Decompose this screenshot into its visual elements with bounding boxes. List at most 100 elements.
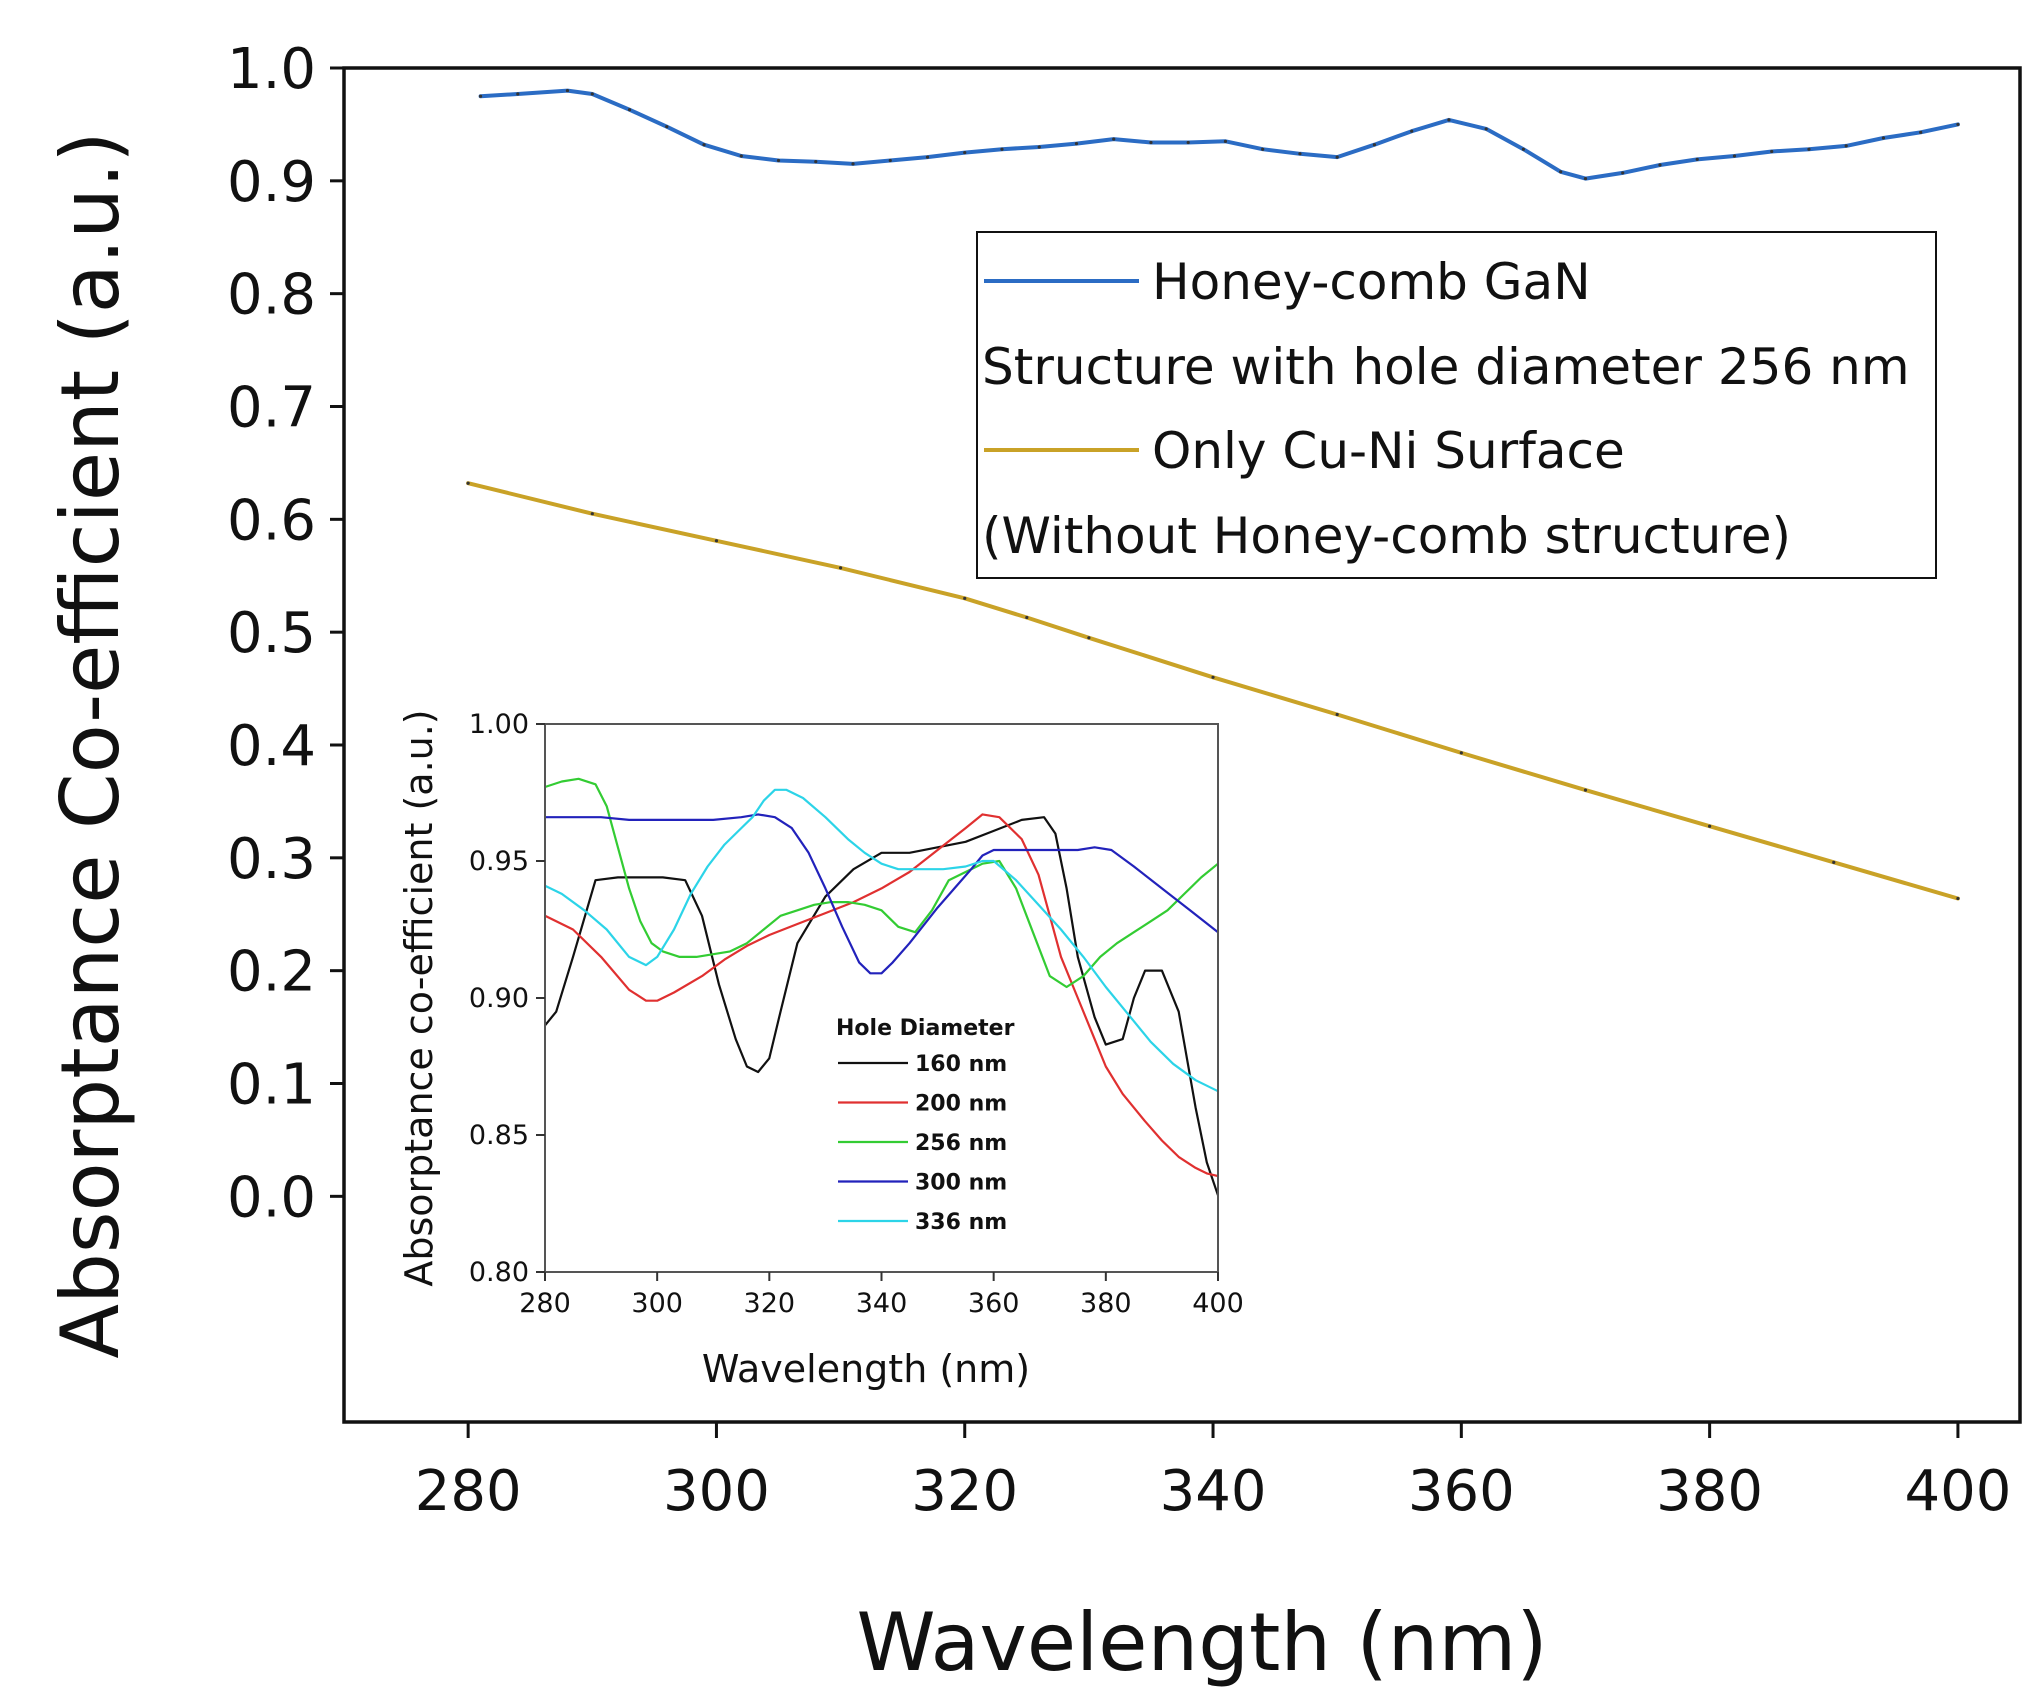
main-series-0-point-2 [565,88,570,93]
main-series-1-point-8 [1335,712,1339,717]
main-x-tick-label-1: 300 [663,1459,770,1524]
inset-chart: 0.80 0.85 0.90 0.95 1.00 280 300 320 340 360 380 4… [397,709,1244,1391]
main-legend: Honey-comb GaN Structure with hole diame… [976,231,1937,579]
legend-label-cu-ni-line2: (Without Honey-comb structure) [982,507,1791,565]
main-series-0-point-14 [1000,147,1004,151]
inset-y-axis-title: Absorptance co-efficient (a.u.) [397,709,441,1286]
main-x-axis-title: Wavelength (nm) [856,1596,1547,1689]
main-y-tick-label-9: 0.9 [227,150,316,215]
inset-legend-label-160-nm: 160 nm [915,1052,1007,1077]
main-series-group [466,88,1960,901]
main-series-0-point-17 [1112,137,1116,141]
main-series-0-point-4 [627,108,632,112]
inset-y-tick-label-0: 0.80 [469,1257,529,1288]
main-y-tick-label-4: 0.4 [227,714,316,779]
main-x-tick-label-6: 400 [1904,1459,2011,1524]
main-series-1-point-1 [590,512,594,516]
inset-legend-label-336-nm: 336 nm [915,1210,1007,1235]
inset-x-axis-title: Wavelength (nm) [702,1347,1030,1391]
main-series-1-point-3 [838,566,843,570]
main-series-1-point-0 [466,481,470,485]
inset-x-tick-label-1: 300 [631,1288,683,1319]
inset-series-line-160-nm [544,816,1220,1196]
inset-y-tick-label-1: 0.85 [469,1120,529,1151]
main-series-line-1 [466,481,1960,901]
main-x-tick-label-3: 340 [1160,1459,1267,1524]
main-series-1-point-10 [1583,788,1588,792]
main-series-0-point-31 [1621,171,1625,175]
main-series-0-point-35 [1770,149,1774,154]
inset-y-axis: 0.80 0.85 0.90 0.95 1.00 [469,709,545,1288]
inset-x-tick-label-5: 380 [1080,1288,1132,1319]
inset-x-tick-label-2: 320 [744,1288,796,1319]
main-series-1-point-7 [1211,675,1215,679]
main-series-1-point-5 [1025,615,1029,620]
inset-x-tick-label-6: 400 [1192,1288,1244,1319]
inset-legend: Hole Diameter 160 nm 200 nm 256 nm 300 nm 33… [836,1016,1015,1235]
main-series-0-point-32 [1658,163,1662,167]
inset-legend-label-200-nm: 200 nm [915,1092,1007,1117]
main-y-axis: 0.0 0.1 0.2 0.3 0.4 0.5 0.6 0.7 0.8 0.9 1.0 [227,37,344,1230]
legend-label-honeycomb: Honey-comb GaN [1152,253,1591,311]
inset-series-line-336-nm [544,788,1219,1093]
main-series-1-point-4 [963,596,967,600]
inset-y-tick-label-3: 0.95 [469,846,529,877]
main-y-tick-label-5: 0.5 [227,601,316,666]
inset-plot-background [545,724,1218,1272]
inset-series-line-300-nm [545,813,1219,975]
main-series-0-point-40 [1956,122,1960,127]
legend-label-cu-ni: Only Cu-Ni Surface [1152,422,1625,480]
main-series-1-point-12 [1832,860,1836,864]
inset-x-axis: 280 300 320 340 360 380 400 [519,1272,1244,1319]
inset-y-tick-label-4: 1.00 [469,709,529,740]
main-series-0-point-10 [851,162,855,166]
main-series-0-point-9 [814,160,818,164]
main-series-0-point-13 [963,151,967,155]
main-series-0-point-29 [1559,170,1563,174]
inset-legend-title: Hole Diameter [836,1016,1015,1041]
main-series-0-point-22 [1298,152,1302,156]
main-series-0-point-38 [1881,136,1886,140]
inset-x-tick-label-3: 340 [856,1288,908,1319]
main-series-0-point-16 [1074,141,1079,146]
inset-legend-label-300-nm: 300 nm [915,1171,1007,1196]
main-series-0-point-3 [590,92,594,96]
inset-x-tick-label-4: 360 [968,1288,1020,1319]
main-y-tick-label-8: 0.8 [227,263,316,328]
inset-x-tick-label-0: 280 [519,1288,571,1319]
main-series-1-point-13 [1956,896,1960,901]
main-series-0-point-18 [1149,140,1153,145]
main-y-tick-label-0: 0.0 [227,1165,316,1230]
inset-series-line-256-nm [544,777,1219,989]
main-series-0-point-33 [1695,157,1699,161]
main-y-tick-label-2: 0.2 [227,940,316,1005]
main-series-0-point-25 [1410,129,1414,133]
main-series-0-point-12 [925,155,930,159]
main-y-tick-label-10: 1.0 [227,37,316,102]
main-series-0-point-7 [739,154,743,158]
main-series-1-point-6 [1087,636,1091,640]
main-series-0-point-36 [1807,147,1811,151]
main-y-tick-label-6: 0.6 [227,488,316,553]
main-series-0-point-34 [1732,154,1737,158]
main-y-tick-label-1: 0.1 [227,1053,316,1118]
main-y-tick-label-3: 0.3 [227,827,316,892]
main-legend-box [976,231,1937,579]
main-series-0-point-21 [1261,147,1265,151]
inset-series-group [544,777,1220,1196]
main-series-line-0 [478,88,1960,181]
main-x-axis: 280 300 320 340 360 380 400 [415,1422,2011,1524]
main-x-tick-label-4: 360 [1408,1459,1515,1524]
main-series-0-point-20 [1223,139,1228,143]
main-y-tick-label-7: 0.7 [227,376,316,441]
main-series-0-point-0 [478,94,483,98]
main-series-0-point-15 [1037,145,1041,149]
main-x-tick-label-2: 320 [911,1459,1018,1524]
main-series-0-point-26 [1447,118,1451,122]
main-series-0-point-39 [1919,130,1923,134]
main-series-0-point-24 [1372,143,1377,147]
main-series-0-point-5 [665,125,669,129]
inset-series-line-200-nm [544,813,1219,1178]
